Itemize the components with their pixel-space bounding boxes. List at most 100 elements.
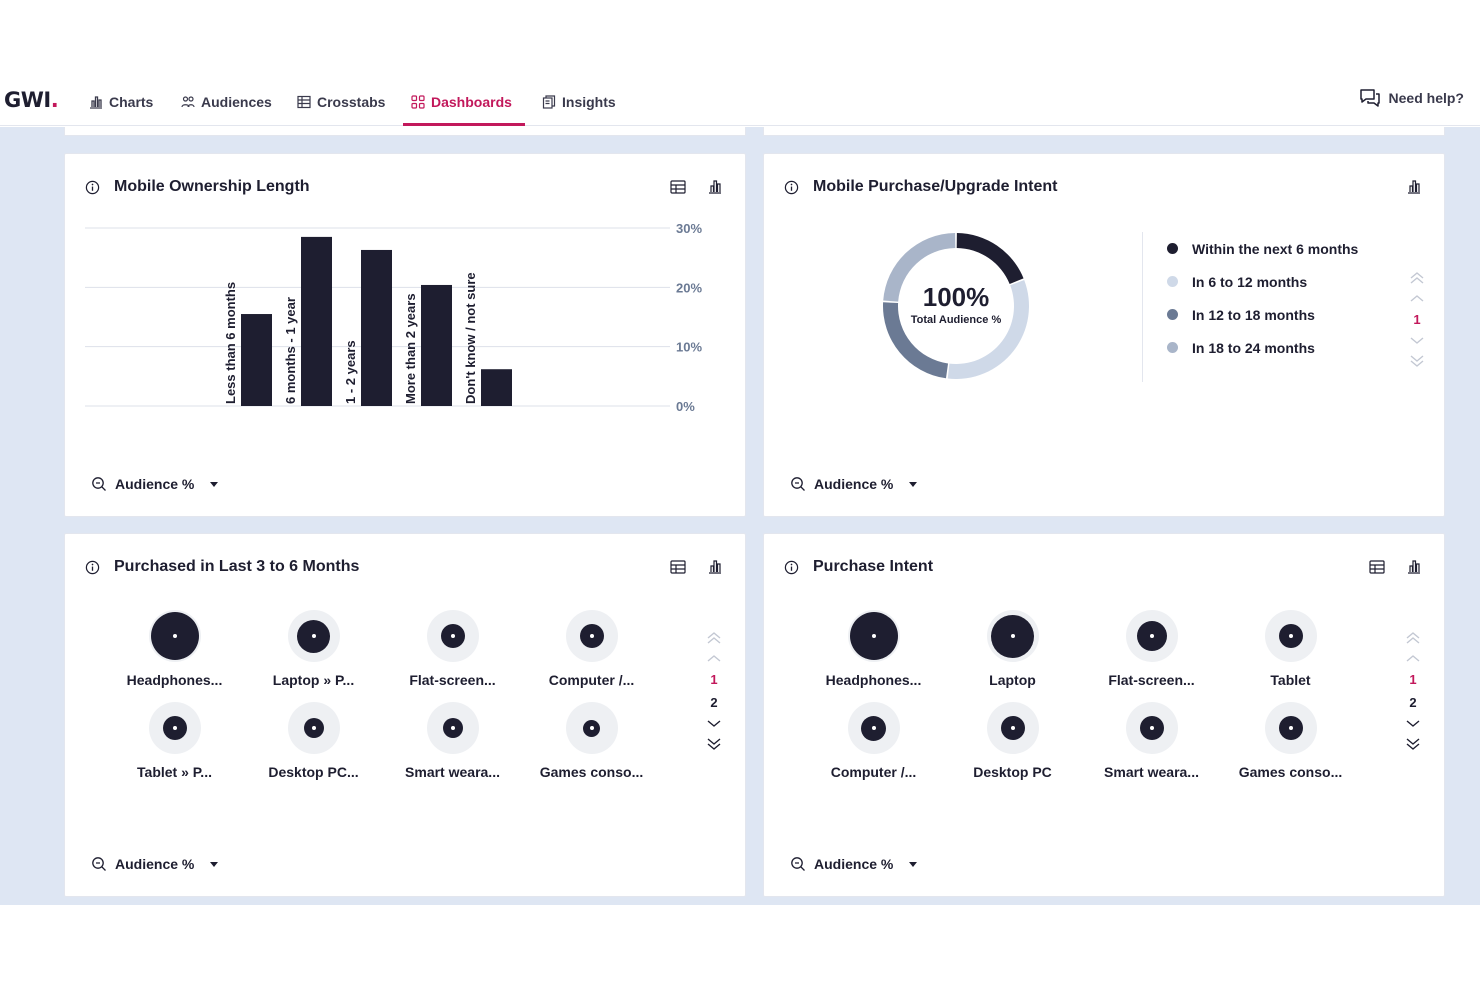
- donut-center-value: 100%: [923, 282, 990, 312]
- bubble-item[interactable]: Flat-screen...: [383, 610, 522, 688]
- y-tick-label: 30%: [676, 221, 702, 236]
- legend-label: In 6 to 12 months: [1192, 273, 1308, 290]
- donut-slice[interactable]: [883, 302, 949, 379]
- need-help-button[interactable]: Need help?: [1359, 88, 1464, 108]
- bar[interactable]: [301, 236, 332, 406]
- nav-insights[interactable]: Insights: [542, 90, 616, 114]
- chevron-down-icon[interactable]: [706, 717, 722, 731]
- bubble-item[interactable]: Flat-screen...: [1082, 610, 1221, 688]
- bar-category-label: 1 - 2 years: [343, 340, 358, 404]
- bubble-item[interactable]: Games conso...: [522, 702, 661, 780]
- donut-slice[interactable]: [883, 233, 956, 302]
- page-number[interactable]: 2: [710, 695, 718, 710]
- bubble-center-dot: [1149, 634, 1154, 638]
- chart-view-icon[interactable]: [1406, 559, 1422, 575]
- legend-item[interactable]: In 18 to 24 months: [1167, 331, 1358, 364]
- nav-crosstabs[interactable]: Crosstabs: [297, 90, 385, 114]
- nav-audiences[interactable]: Audiences: [181, 90, 272, 114]
- donut-slice[interactable]: [947, 279, 1029, 379]
- double-chevron-down-icon[interactable]: [1405, 737, 1421, 751]
- bubble-value-disc: [297, 619, 330, 653]
- donut-center-label: Total Audience %: [911, 314, 1002, 326]
- nav-dashboards[interactable]: Dashboards: [411, 90, 512, 114]
- dashboard-icon: [411, 95, 425, 109]
- bubble-item[interactable]: Smart weara...: [1082, 702, 1221, 780]
- bubble-value-disc: [442, 718, 463, 738]
- audience-metric-dropdown[interactable]: Audience %: [790, 856, 918, 872]
- page-number-current[interactable]: 1: [710, 672, 718, 687]
- page-number[interactable]: 2: [1409, 695, 1417, 710]
- audience-metric-label: Audience %: [115, 476, 195, 492]
- double-chevron-down-icon[interactable]: [1409, 354, 1425, 368]
- bar[interactable]: [481, 369, 512, 406]
- info-icon[interactable]: [784, 180, 799, 195]
- info-icon[interactable]: [784, 560, 799, 575]
- chevron-up-icon[interactable]: [1409, 291, 1425, 305]
- dashboard-canvas: Mobile Ownership Length 0% 10% 20% 30% Less …: [0, 127, 1480, 905]
- donut-slice[interactable]: [956, 233, 1024, 285]
- legend-item[interactable]: In 6 to 12 months: [1167, 265, 1358, 298]
- double-chevron-up-icon[interactable]: [1405, 631, 1421, 645]
- bubble-item[interactable]: Smart weara...: [383, 702, 522, 780]
- double-chevron-down-icon[interactable]: [706, 737, 722, 751]
- card-stub-right: [763, 127, 1445, 136]
- card-mobile-ownership-length: Mobile Ownership Length 0% 10% 20% 30% Less …: [64, 153, 746, 517]
- bubble-item[interactable]: Headphones...: [105, 610, 244, 688]
- audience-metric-label: Audience %: [814, 856, 894, 872]
- page-number-current[interactable]: 1: [1413, 312, 1421, 327]
- bubble-center-dot: [589, 634, 594, 638]
- bubble-item[interactable]: Headphones...: [804, 610, 943, 688]
- bar[interactable]: [421, 284, 452, 406]
- bubble-center-dot: [172, 726, 177, 730]
- bubble-item[interactable]: Computer /...: [522, 610, 661, 688]
- bubble-item[interactable]: Laptop » P...: [244, 610, 383, 688]
- bubble-center-dot: [1010, 634, 1015, 638]
- bubble-item[interactable]: Tablet » P...: [105, 702, 244, 780]
- chevron-down-icon[interactable]: [1409, 334, 1425, 348]
- info-icon[interactable]: [85, 180, 100, 195]
- bubble-item[interactable]: Computer /...: [804, 702, 943, 780]
- zoom-search-icon: [791, 857, 805, 871]
- bubble-item[interactable]: Tablet: [1221, 610, 1360, 688]
- nav-charts[interactable]: Charts: [89, 90, 153, 114]
- legend-dot: [1167, 309, 1178, 320]
- bubble-circle: [1264, 610, 1317, 662]
- bubble-item[interactable]: Desktop PC...: [244, 702, 383, 780]
- bubble-circle: [287, 702, 340, 754]
- chevron-down-icon[interactable]: [1405, 717, 1421, 731]
- legend-item[interactable]: In 12 to 18 months: [1167, 298, 1358, 331]
- bar-chart: 0% 10% 20% 30% Less than 6 months 6 months - …: [85, 221, 702, 414]
- bubble-item[interactable]: Desktop PC: [943, 702, 1082, 780]
- chevron-up-icon[interactable]: [706, 651, 722, 665]
- audience-metric-dropdown[interactable]: Audience %: [91, 476, 219, 492]
- audience-metric-dropdown[interactable]: Audience %: [91, 856, 219, 872]
- page-number-current[interactable]: 1: [1409, 672, 1417, 687]
- bar[interactable]: [241, 314, 272, 406]
- chart-view-icon[interactable]: [707, 179, 723, 195]
- bar[interactable]: [361, 249, 392, 406]
- bar-category-label: 6 months - 1 year: [283, 297, 298, 404]
- double-chevron-up-icon[interactable]: [1409, 271, 1425, 285]
- bubble-item[interactable]: Laptop: [943, 610, 1082, 688]
- bubble-grid: Headphones... Laptop » P... Flat-screen...…: [105, 610, 665, 780]
- bubble-circle: [148, 610, 201, 662]
- caret-down-icon: [909, 481, 918, 487]
- bubble-item[interactable]: Games conso...: [1221, 702, 1360, 780]
- info-icon[interactable]: [85, 560, 100, 575]
- chart-view-icon[interactable]: [707, 559, 723, 575]
- legend-item[interactable]: Within the next 6 months: [1167, 232, 1358, 265]
- gwi-logo[interactable]: GWI.: [4, 88, 59, 112]
- bubble-circle: [847, 702, 900, 754]
- bubble-value-disc: [849, 612, 898, 660]
- audience-metric-dropdown[interactable]: Audience %: [790, 476, 918, 492]
- double-chevron-up-icon[interactable]: [706, 631, 722, 645]
- need-help-label: Need help?: [1388, 90, 1464, 106]
- chart-view-icon[interactable]: [1406, 179, 1422, 195]
- table-view-icon[interactable]: [670, 559, 686, 575]
- bubble-center-dot: [1149, 726, 1154, 730]
- chevron-up-icon[interactable]: [1405, 651, 1421, 665]
- table-view-icon[interactable]: [670, 179, 686, 195]
- table-view-icon[interactable]: [1369, 559, 1385, 575]
- bubble-center-dot: [311, 726, 316, 730]
- y-tick-label: 0%: [676, 399, 695, 414]
